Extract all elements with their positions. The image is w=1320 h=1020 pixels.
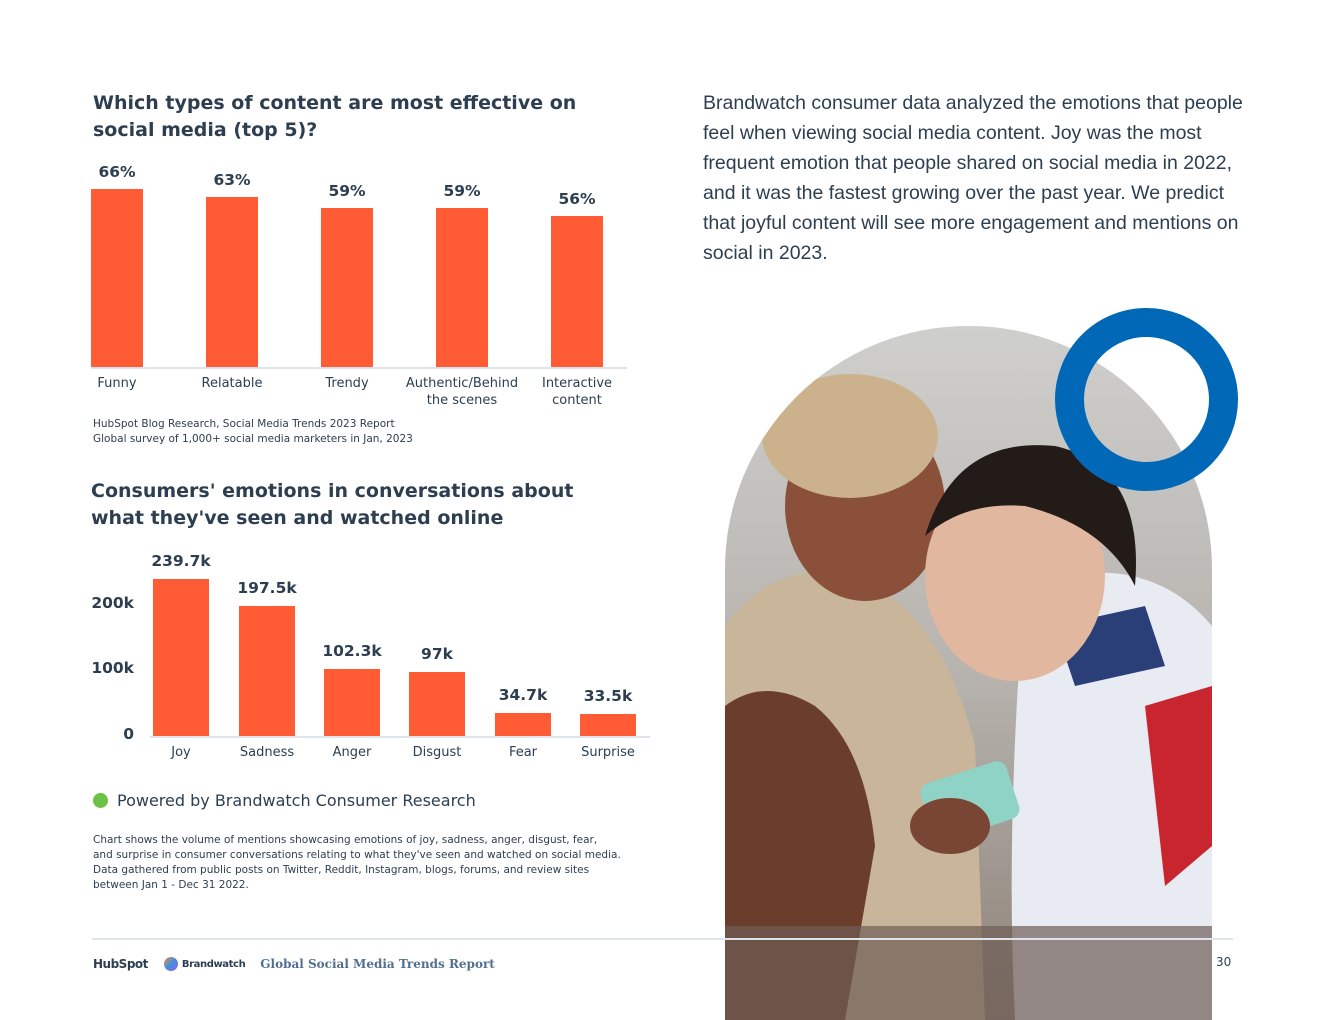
footer: HubSpot Brandwatch Global Social Media T… xyxy=(93,957,495,971)
bar-surprise xyxy=(580,714,636,736)
hubspot-logo: HubSpot xyxy=(93,957,148,971)
page-number: 30 xyxy=(1216,955,1232,969)
value-label: 97k xyxy=(421,645,453,664)
chart1-title: Which types of content are most effectiv… xyxy=(93,92,577,141)
source-line: HubSpot Blog Research, Social Media Tren… xyxy=(93,418,395,430)
bar-joy xyxy=(153,578,209,736)
value-label: 239.7k xyxy=(151,551,211,570)
brandwatch-logo: Brandwatch xyxy=(181,958,246,970)
bar-disgust xyxy=(409,672,465,736)
category-label: Disgust xyxy=(412,745,462,760)
category-label: Fear xyxy=(508,745,538,760)
intro-paragraph: Brandwatch consumer data analyzed the em… xyxy=(703,92,1243,264)
source-line: Global survey of 1,000+ social media mar… xyxy=(93,433,413,445)
bar-interactive-content xyxy=(551,215,603,367)
chart1-source: HubSpot Blog Research, Social Media Tren… xyxy=(93,417,413,447)
chart2-title: Consumers' emotions in conversations abo… xyxy=(91,480,574,529)
value-label: 102.3k xyxy=(322,641,382,660)
footer-divider xyxy=(92,938,1233,940)
category-label: Surprise xyxy=(581,745,635,760)
brandwatch-dot-icon xyxy=(93,793,108,808)
chart1: 66% Funny 63% Relatable 59% Trendy 59% Authenti… xyxy=(0,0,660,420)
value-label: 63% xyxy=(213,171,251,190)
category-label: Funny xyxy=(97,376,137,391)
bar-relatable xyxy=(206,197,258,367)
category-label: Sadness xyxy=(239,745,295,760)
note-line: Chart shows the volume of mentions showc… xyxy=(93,834,598,846)
y-tick-label: 0 xyxy=(123,725,134,743)
x-axis-line xyxy=(91,367,627,369)
y-tick-label: 100k xyxy=(91,659,134,678)
category-label: Anger xyxy=(332,745,372,760)
value-label: 34.7k xyxy=(498,686,548,705)
value-label: 56% xyxy=(558,189,596,208)
brandwatch-logo-icon xyxy=(163,957,178,971)
note-line: between Jan 1 - Dec 31 2022. xyxy=(93,879,249,891)
category-label: Interactive content xyxy=(541,376,613,408)
bar-funny xyxy=(91,189,143,367)
powered-prefix: Powered by xyxy=(117,791,210,810)
bar-authentic-behind-the-scenes xyxy=(436,207,488,367)
chart2-note: Chart shows the volume of mentions showc… xyxy=(93,833,663,893)
bar-anger xyxy=(324,668,380,736)
note-line: Data gathered from public posts on Twitt… xyxy=(93,864,590,876)
note-line: and surprise in consumer conversations r… xyxy=(93,849,621,861)
category-label: Trendy xyxy=(325,376,369,391)
value-label: 197.5k xyxy=(237,579,297,598)
powered-brand: Brandwatch Consumer Research xyxy=(214,791,476,810)
y-tick-label: 200k xyxy=(91,593,134,612)
category-label: Relatable xyxy=(201,376,263,391)
report-name: Global Social Media Trends Report xyxy=(260,957,495,971)
powered-by: Powered by Brandwatch Consumer Research xyxy=(93,791,476,810)
bar-sadness xyxy=(239,606,295,736)
value-label: 59% xyxy=(328,181,366,200)
value-label: 33.5k xyxy=(583,687,633,706)
bar-trendy xyxy=(321,207,373,367)
value-label: 59% xyxy=(443,181,481,200)
chart2: 239.7k Joy 197.5k Sadness 102.3k Anger 97k Disg… xyxy=(0,0,670,780)
bar-fear xyxy=(495,713,551,736)
category-label: Joy xyxy=(171,745,191,760)
x-axis-line xyxy=(150,736,650,738)
value-label: 66% xyxy=(98,163,136,181)
category-label: Authentic/Behind the scenes xyxy=(405,376,519,408)
ring-decoration xyxy=(1055,308,1238,491)
